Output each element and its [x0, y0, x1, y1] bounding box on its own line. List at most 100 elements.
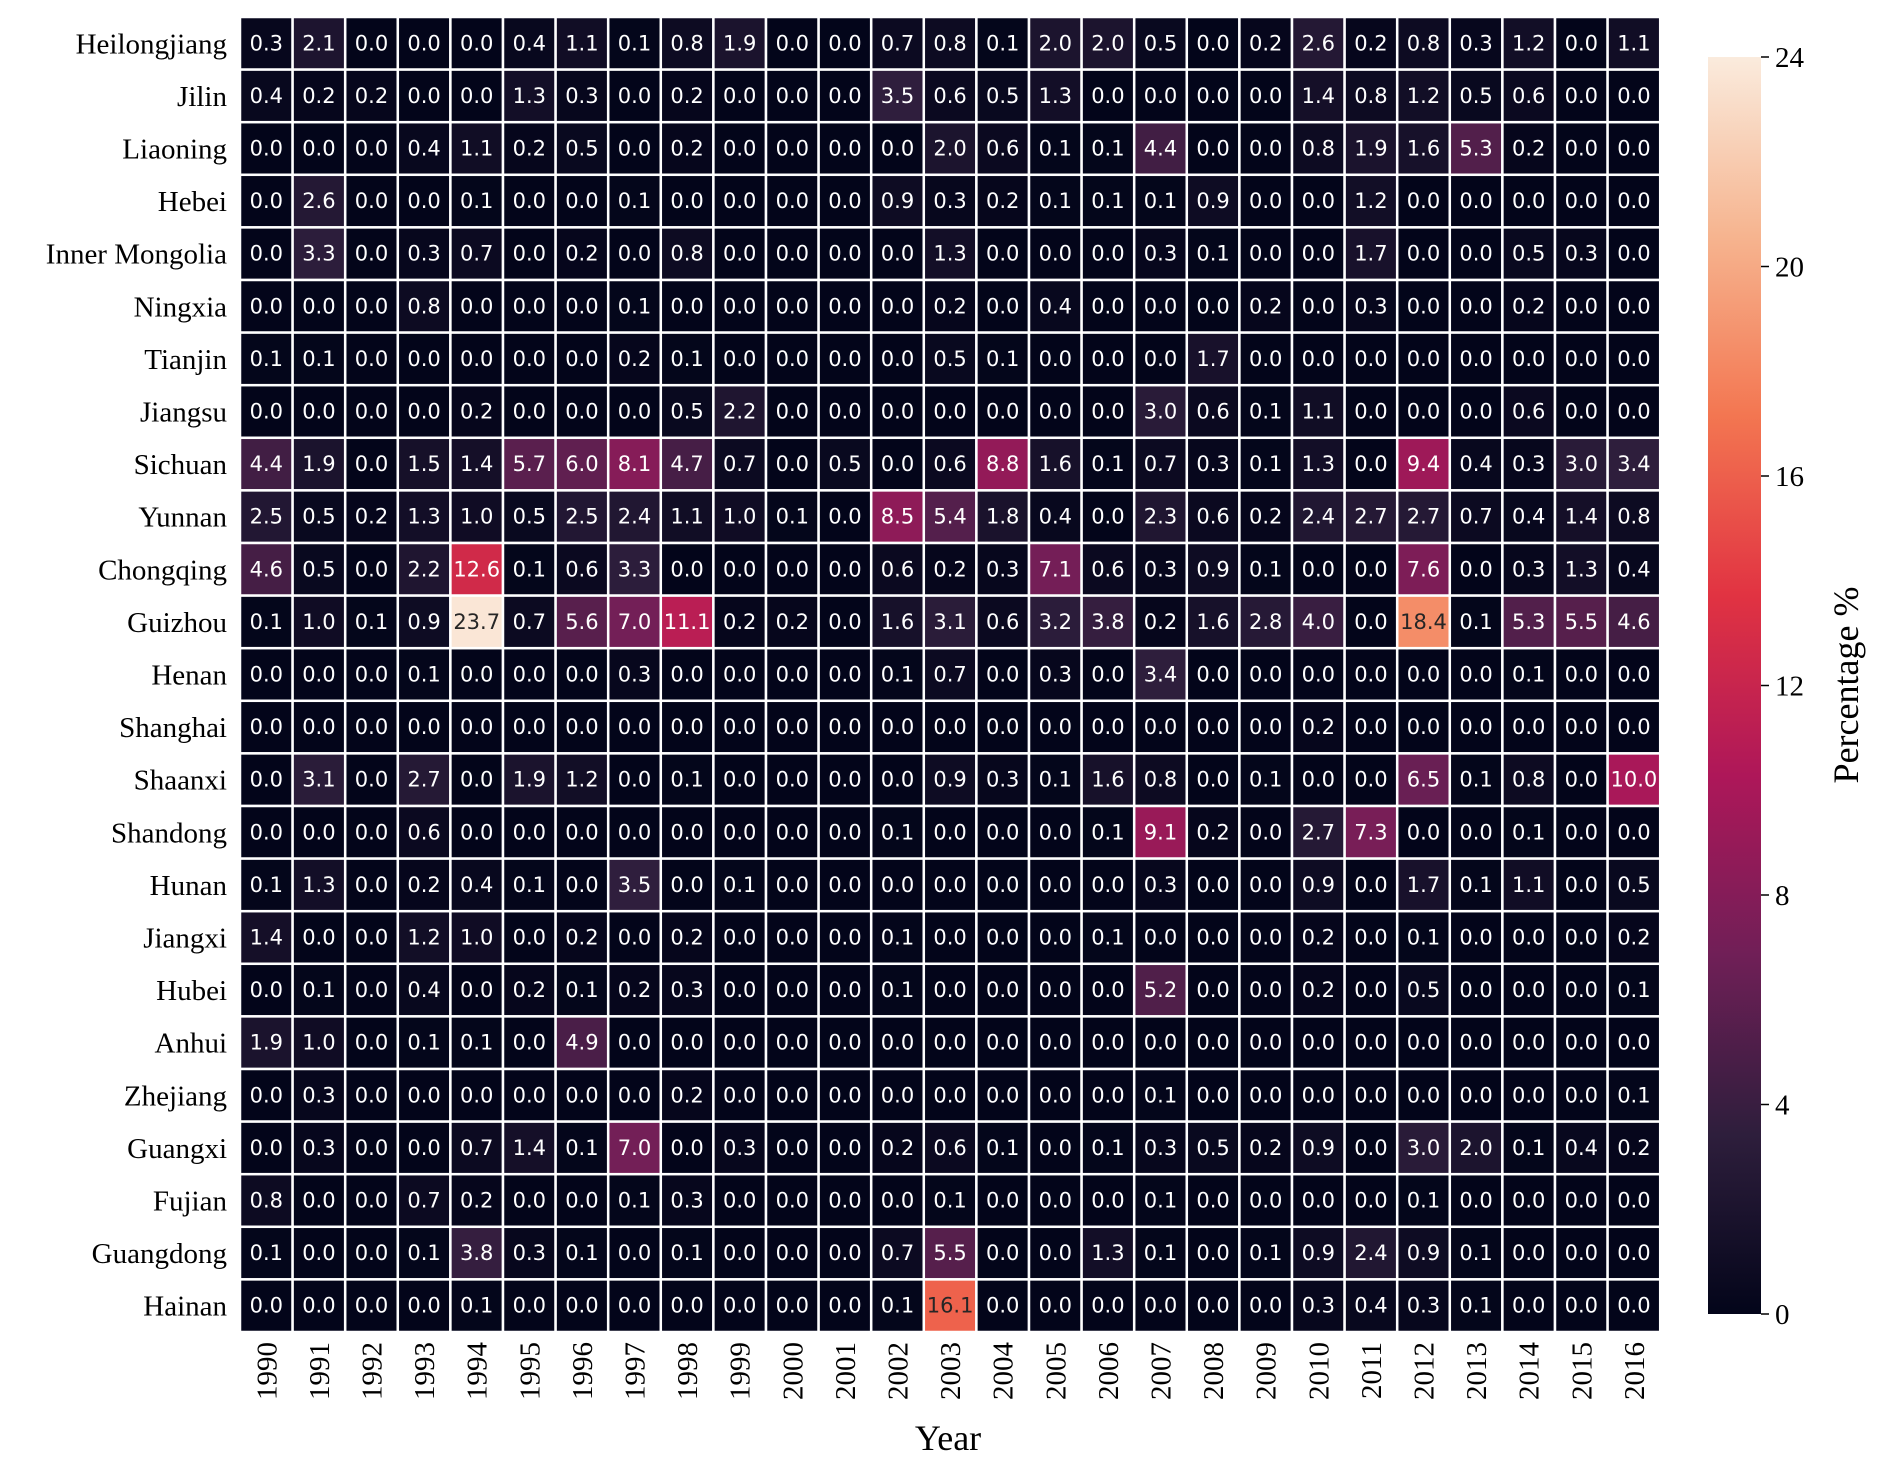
cell-value-label: 0.1 — [933, 1189, 966, 1213]
cell-value-label: 0.0 — [776, 978, 809, 1002]
heatmap-cell — [1185, 1067, 1241, 1123]
cell-value-label: 0.0 — [828, 1241, 861, 1265]
heatmap-cell — [1290, 68, 1346, 124]
cell-value-label: 0.0 — [513, 242, 546, 266]
cell-value-label: 0.4 — [1354, 1294, 1387, 1318]
cell-value-label: 1.2 — [1512, 31, 1545, 55]
heatmap-cell — [712, 1172, 768, 1229]
heatmap-cell — [1606, 331, 1662, 387]
heatmap-cell — [1238, 1120, 1294, 1176]
heatmap-cell — [817, 278, 873, 334]
cell-value-label: 0.6 — [986, 610, 1019, 634]
heatmap-cell — [1185, 226, 1241, 282]
column-label: 2010 — [1303, 1342, 1335, 1400]
cell-value-label: 0.0 — [1196, 768, 1229, 792]
heatmap-cell — [1553, 278, 1609, 334]
heatmap-cell — [1185, 752, 1241, 808]
cell-value-label: 0.0 — [776, 452, 809, 476]
heatmap-cell — [1080, 15, 1136, 71]
heatmap-cell — [712, 699, 768, 755]
cell-value-label: 3.0 — [1407, 1136, 1440, 1160]
cell-value-label: 0.0 — [618, 84, 651, 108]
cell-value-label: 0.0 — [1354, 978, 1387, 1002]
cell-value-label: 0.0 — [565, 663, 598, 687]
heatmap-cell — [501, 436, 557, 492]
cell-value-label: 0.8 — [1354, 84, 1387, 108]
cell-value-label: 0.0 — [723, 557, 756, 581]
cell-value-label: 0.0 — [618, 1241, 651, 1265]
cell-value-label: 0.0 — [460, 31, 493, 55]
heatmap-cell — [291, 226, 347, 282]
cell-value-label: 0.1 — [460, 1031, 493, 1055]
cell-value-label: 0.0 — [828, 84, 861, 108]
cell-value-label: 0.6 — [1196, 400, 1229, 424]
cell-value-label: 0.0 — [355, 1189, 388, 1213]
cell-value-label: 0.0 — [723, 1189, 756, 1213]
heatmap-cell — [396, 646, 452, 703]
heatmap-cell — [817, 1278, 873, 1334]
heatmap-cell — [1606, 278, 1662, 334]
cell-value-label: 0.7 — [513, 610, 546, 634]
cell-value-label: 0.0 — [881, 400, 914, 424]
cell-value-label: 0.0 — [618, 926, 651, 950]
cell-value-label: 1.2 — [1407, 84, 1440, 108]
cell-value-label: 0.1 — [565, 978, 598, 1002]
heatmap-cell — [975, 752, 1031, 808]
heatmap-cell — [291, 804, 347, 860]
heatmap-cell — [1606, 173, 1662, 229]
cell-value-label: 0.0 — [1196, 926, 1229, 950]
cell-value-label: 0.3 — [1302, 1294, 1335, 1318]
cell-value-label: 0.0 — [1302, 242, 1335, 266]
heatmap-cell — [869, 804, 926, 860]
heatmap-cell — [238, 1225, 294, 1281]
heatmap-cell — [1448, 120, 1504, 177]
cell-value-label: 0.0 — [302, 820, 335, 844]
cell-value-label: 0.0 — [1039, 1241, 1072, 1265]
cell-value-label: 0.0 — [460, 978, 493, 1002]
cell-value-label: 0.0 — [1249, 189, 1282, 213]
cell-value-label: 1.2 — [407, 926, 440, 950]
cell-value-label: 0.6 — [1196, 505, 1229, 529]
heatmap-cell — [817, 226, 873, 282]
cell-value-label: 0.0 — [1407, 715, 1440, 739]
heatmap-cell — [817, 1015, 873, 1071]
cell-value-label: 0.1 — [881, 926, 914, 950]
heatmap-cell — [1501, 331, 1557, 387]
cell-value-label: 0.0 — [250, 715, 283, 739]
cell-value-label: 3.0 — [1565, 452, 1598, 476]
cell-value-label: 0.0 — [933, 926, 966, 950]
cell-value-label: 2.4 — [1354, 1241, 1387, 1265]
cell-value-label: 0.0 — [355, 1083, 388, 1107]
cell-value-label: 0.0 — [565, 1083, 598, 1107]
cell-value-label: 0.0 — [776, 294, 809, 318]
heatmap-cell — [1080, 1067, 1136, 1123]
cell-value-label: 0.2 — [1302, 978, 1335, 1002]
cell-value-label: 0.0 — [355, 1241, 388, 1265]
heatmap-cell — [1185, 1225, 1241, 1281]
cell-value-label: 3.8 — [1091, 610, 1124, 634]
heatmap-cell — [396, 1067, 452, 1123]
cell-value-label: 0.1 — [407, 663, 440, 687]
heatmap-cell — [1132, 699, 1189, 755]
cell-value-label: 0.5 — [1512, 242, 1545, 266]
cell-value-label: 0.0 — [355, 820, 388, 844]
cell-value-label: 7.3 — [1354, 820, 1387, 844]
cell-value-label: 0.0 — [1565, 1294, 1598, 1318]
cell-value-label: 2.0 — [1091, 31, 1124, 55]
cell-value-label: 0.0 — [565, 820, 598, 844]
cell-value-label: 0.0 — [881, 242, 914, 266]
cell-value-label: 0.0 — [1091, 84, 1124, 108]
cell-value-label: 0.0 — [670, 663, 703, 687]
cell-value-label: 7.1 — [1039, 557, 1072, 581]
row-label: Shanghai — [119, 712, 227, 744]
heatmap-cell — [712, 962, 768, 1018]
heatmap-cell — [554, 383, 610, 440]
heatmap-cell — [238, 857, 294, 913]
cell-value-label: 0.0 — [723, 84, 756, 108]
cell-value-label: 7.0 — [618, 610, 651, 634]
cell-value-label: 0.0 — [1039, 242, 1072, 266]
column-label: 1991 — [304, 1342, 336, 1400]
heatmap-cell — [1185, 120, 1241, 177]
heatmap-cell — [1132, 383, 1189, 440]
cell-value-label: 0.5 — [828, 452, 861, 476]
